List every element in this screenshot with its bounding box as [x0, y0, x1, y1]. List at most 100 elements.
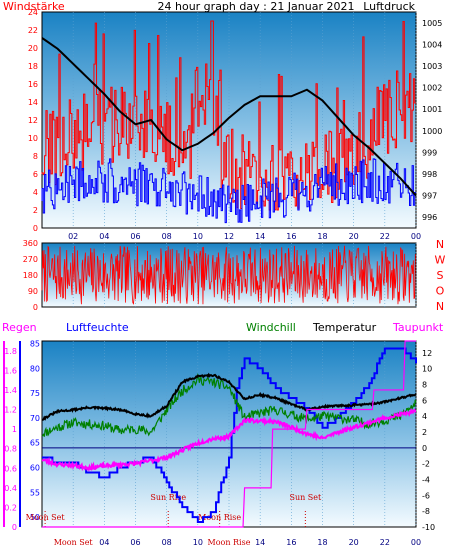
time-tick-label: 10 [193, 232, 203, 241]
humidity-tick-label: 55 [30, 488, 40, 497]
temperature-tick-label: -2 [422, 460, 430, 469]
temperature-line [41, 372, 417, 421]
temperature-tick-label: 8 [422, 381, 427, 390]
time-tick-label: 22 [380, 232, 390, 241]
temperature-tick-label: -10 [422, 523, 435, 532]
temperature-tick-label: -8 [422, 507, 430, 516]
humidity-tick-label: 85 [30, 339, 40, 348]
humidity-tick-label: 80 [30, 364, 40, 373]
temperature-tick-label: 6 [422, 396, 427, 405]
wind-tick-label: 18 [28, 62, 38, 71]
pressure-tick-label: 1004 [422, 40, 442, 49]
time-tick-label: 20 [349, 232, 359, 241]
time-tick-label: 16 [286, 538, 296, 547]
compass-letter: N [436, 300, 444, 313]
wind-tick-label: 16 [28, 80, 38, 89]
dewpoint-label: Taupunkt [392, 321, 444, 334]
wind-tick-label: 12 [28, 116, 38, 125]
humidity-tick-label: 65 [30, 439, 40, 448]
time-tick-label: 06 [130, 232, 140, 241]
event-label: Sun Rise [150, 493, 186, 502]
time-tick-label: 08 [162, 538, 172, 547]
dewpoint-line [41, 407, 417, 472]
rain-tick-label: 0.6 [4, 464, 17, 473]
rain-tick-label: 0 [12, 523, 17, 532]
rain-tick-label: 1.4 [4, 386, 17, 395]
pressure-tick-label: 1001 [422, 105, 442, 114]
compass-letter: W [435, 254, 446, 267]
pressure-tick-label: 1005 [422, 19, 442, 28]
pressure-tick-label: 996 [422, 213, 437, 222]
direction-tick-label: 90 [28, 287, 38, 296]
humidity-tick-label: 50 [30, 513, 40, 522]
compass-letter: N [436, 238, 444, 251]
time-tick-label: 22 [380, 538, 390, 547]
rain-tick-label: 1.2 [4, 406, 17, 415]
event-label: Moon Set [26, 513, 66, 522]
time-tick-label: 02 [68, 232, 78, 241]
pressure-tick-label: 1003 [422, 62, 442, 71]
temperature-tick-label: -4 [422, 476, 430, 485]
pressure-tick-label: 997 [422, 192, 437, 201]
direction-tick-label: 360 [23, 239, 38, 248]
wind-tick-label: 10 [28, 134, 38, 143]
temperature-chart: Regen Luftfeuchte Windchill Temperatur T… [2, 321, 444, 547]
wind-tick-label: 14 [28, 98, 38, 107]
humidity-tick-label: 70 [30, 414, 40, 423]
pressure-tick-label: 1002 [422, 84, 442, 93]
compass-letter: S [437, 269, 444, 282]
temperature-tick-label: 12 [422, 349, 432, 358]
direction-tick-label: 270 [23, 255, 38, 264]
rain-total-line [42, 340, 416, 528]
rain-label: Regen [2, 321, 37, 334]
temperature-tick-label: 10 [422, 365, 432, 374]
time-tick-label: 06 [130, 538, 140, 547]
temperature-tick-label: 2 [422, 428, 427, 437]
wind-tick-label: 6 [33, 170, 38, 179]
event-label: Sun Set [289, 493, 322, 502]
windchill-label: Windchill [246, 321, 296, 334]
rain-tick-label: 1 [12, 425, 17, 434]
wind-tick-label: 8 [33, 152, 38, 161]
time-tick-label: 18 [317, 538, 327, 547]
time-tick-label: 14 [255, 538, 265, 547]
wind-average-line [41, 158, 416, 224]
time-tick-label: 04 [99, 232, 109, 241]
event-label: Moon Rise [198, 513, 241, 522]
wind-direction-line [41, 245, 416, 305]
pressure-tick-label: 999 [422, 148, 437, 157]
rain-tick-label: 1.8 [4, 347, 17, 356]
rain-tick-label: 0.2 [4, 503, 17, 512]
time-tick-label: Moon Set [54, 538, 94, 547]
time-tick-label: 16 [286, 232, 296, 241]
wind-tick-label: 4 [33, 188, 38, 197]
time-tick-label: 12 [224, 232, 234, 241]
wind-tick-label: 20 [28, 44, 38, 53]
wind-gust-line [41, 20, 416, 211]
temperature-tick-label: 4 [422, 412, 427, 421]
time-tick-label: 04 [99, 538, 109, 547]
humidity-tick-label: 60 [30, 463, 40, 472]
humidity-label: Luftfeuchte [66, 321, 129, 334]
rain-tick-label: 0.4 [4, 484, 17, 493]
direction-tick-label: 0 [33, 303, 38, 312]
compass-letter: O [436, 285, 445, 298]
wind-tick-label: 24 [28, 8, 38, 17]
time-tick-label: Moon Rise [208, 538, 251, 547]
time-tick-label: 10 [193, 538, 203, 547]
time-tick-label: 18 [317, 232, 327, 241]
time-tick-label: 00 [411, 232, 421, 241]
temperature-tick-label: -6 [422, 491, 430, 500]
wind-tick-label: 0 [33, 224, 38, 233]
direction-tick-label: 180 [23, 271, 38, 280]
wind-tick-label: 2 [33, 206, 38, 215]
temperature-tick-label: 0 [422, 444, 427, 453]
temperature-label: Temperatur [312, 321, 377, 334]
wind-speed-label: Windstärke [3, 0, 65, 13]
pressure-tick-label: 998 [422, 170, 437, 179]
time-tick-label: 20 [349, 538, 359, 547]
time-tick-label: 14 [255, 232, 265, 241]
rain-tick-label: 1.6 [4, 366, 17, 375]
